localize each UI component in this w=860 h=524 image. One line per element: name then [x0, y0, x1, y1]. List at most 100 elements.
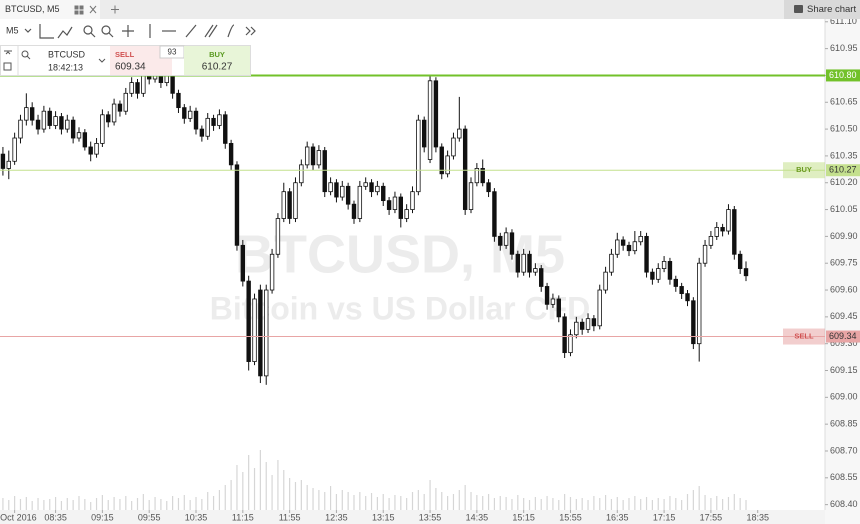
tab-bar: [0, 0, 860, 19]
share-button[interactable]: [784, 0, 860, 19]
x-tick-label: 09:55: [138, 512, 161, 522]
candle-body: [544, 286, 550, 305]
candle-body: [591, 318, 597, 327]
x-tick-label: 11:55: [279, 512, 301, 522]
symbol: BTCUSD: [48, 49, 86, 59]
x-tick-label: 09:15: [91, 512, 114, 522]
candle-body: [673, 278, 678, 287]
x-tick-label: 17:55: [700, 512, 723, 522]
candle-body: [562, 316, 567, 354]
candle-body: [18, 119, 23, 139]
candle-body: [41, 110, 47, 130]
candle-body: [650, 271, 655, 280]
line-tag: [783, 162, 825, 179]
candle-body: [65, 119, 70, 130]
candle-body: [246, 280, 251, 362]
candle-body: [568, 334, 573, 354]
candle-body: [474, 168, 480, 184]
candle-body: [521, 253, 526, 273]
candle-body: [345, 185, 351, 205]
price-box-label: 610.27: [829, 165, 857, 175]
spread: 93: [168, 48, 177, 57]
candle-body: [252, 298, 257, 362]
candle-body: [199, 128, 205, 137]
candle-body: [550, 298, 556, 305]
x-tick-label: 14:35: [466, 512, 489, 522]
x-tick-label: 12:35: [325, 512, 348, 522]
y-tick-label: 609.90: [830, 231, 858, 241]
candle-body: [708, 235, 714, 246]
y-tick-label: 610.05: [830, 204, 858, 214]
candle-body: [492, 191, 497, 237]
y-tick-label: 608.85: [830, 419, 858, 429]
y-tick-label: 609.75: [830, 258, 858, 268]
x-tick-label: 11:15: [232, 512, 254, 522]
y-tick-label: 608.70: [830, 445, 858, 455]
tab-title: BTCUSD, M5: [5, 4, 60, 14]
candle-body: [187, 110, 193, 119]
price-box: [826, 69, 860, 82]
candle-body: [70, 119, 76, 139]
candle-body: [176, 92, 181, 109]
candle-body: [59, 116, 64, 130]
candle-body: [205, 117, 210, 137]
candle-body: [638, 235, 643, 243]
candle-body: [574, 321, 579, 336]
sell-label: SELL: [115, 50, 135, 59]
candle-body: [486, 182, 491, 193]
line-tag-label: BUY: [796, 165, 812, 174]
candle-body: [726, 209, 731, 232]
candle-body: [117, 103, 123, 112]
candle-body: [129, 82, 134, 94]
candle-body: [515, 253, 521, 273]
y-tick-label: 609.60: [830, 284, 858, 294]
candle-body: [533, 268, 538, 273]
candle-body: [509, 232, 515, 255]
candle-body: [264, 289, 269, 377]
candle-body: [427, 80, 433, 160]
candle-body: [310, 146, 316, 166]
candle-body: [35, 119, 41, 130]
candle-body: [585, 318, 591, 330]
candle-body: [714, 227, 719, 237]
candle-body: [240, 244, 246, 282]
candle-body: [410, 191, 415, 210]
candle-body: [217, 114, 222, 126]
candle-body: [398, 196, 403, 219]
tab-icons: [74, 5, 119, 15]
tool-icons: [24, 24, 256, 39]
timeframe[interactable]: M5: [6, 25, 19, 35]
buy-label: BUY: [209, 50, 225, 59]
candle-body: [316, 150, 322, 166]
y-tick-label: 611.10: [830, 16, 857, 26]
candle-body: [620, 239, 626, 246]
candle-body: [106, 114, 111, 123]
candle-body: [94, 142, 99, 155]
candle-body: [334, 182, 339, 198]
candle-body: [29, 107, 35, 121]
candle-body: [234, 164, 240, 246]
candle-body: [381, 185, 386, 202]
candle-body: [737, 253, 743, 269]
candle-body: [24, 107, 29, 121]
candle-body: [416, 119, 421, 193]
candle-body: [439, 146, 444, 175]
candle-body: [468, 182, 474, 210]
candle-body: [369, 182, 374, 193]
candle-body: [287, 191, 292, 219]
candle-body: [82, 132, 88, 148]
price-box-label: 609.34: [829, 331, 857, 341]
watermark-subtitle: Bitcoin vs US Dollar CFD: [210, 290, 591, 326]
candle-body: [0, 153, 6, 169]
sell-price: 609.34: [115, 62, 146, 73]
buy-button[interactable]: [184, 46, 250, 75]
x-tick-label: 5 Oct 2016: [0, 512, 37, 522]
candle-body: [539, 268, 544, 287]
candle-body: [258, 289, 263, 377]
x-tick-label: 16:35: [606, 512, 629, 522]
candle-body: [211, 117, 216, 126]
candle-body: [603, 271, 608, 291]
candle-body: [293, 182, 298, 219]
candle-body: [498, 235, 503, 246]
